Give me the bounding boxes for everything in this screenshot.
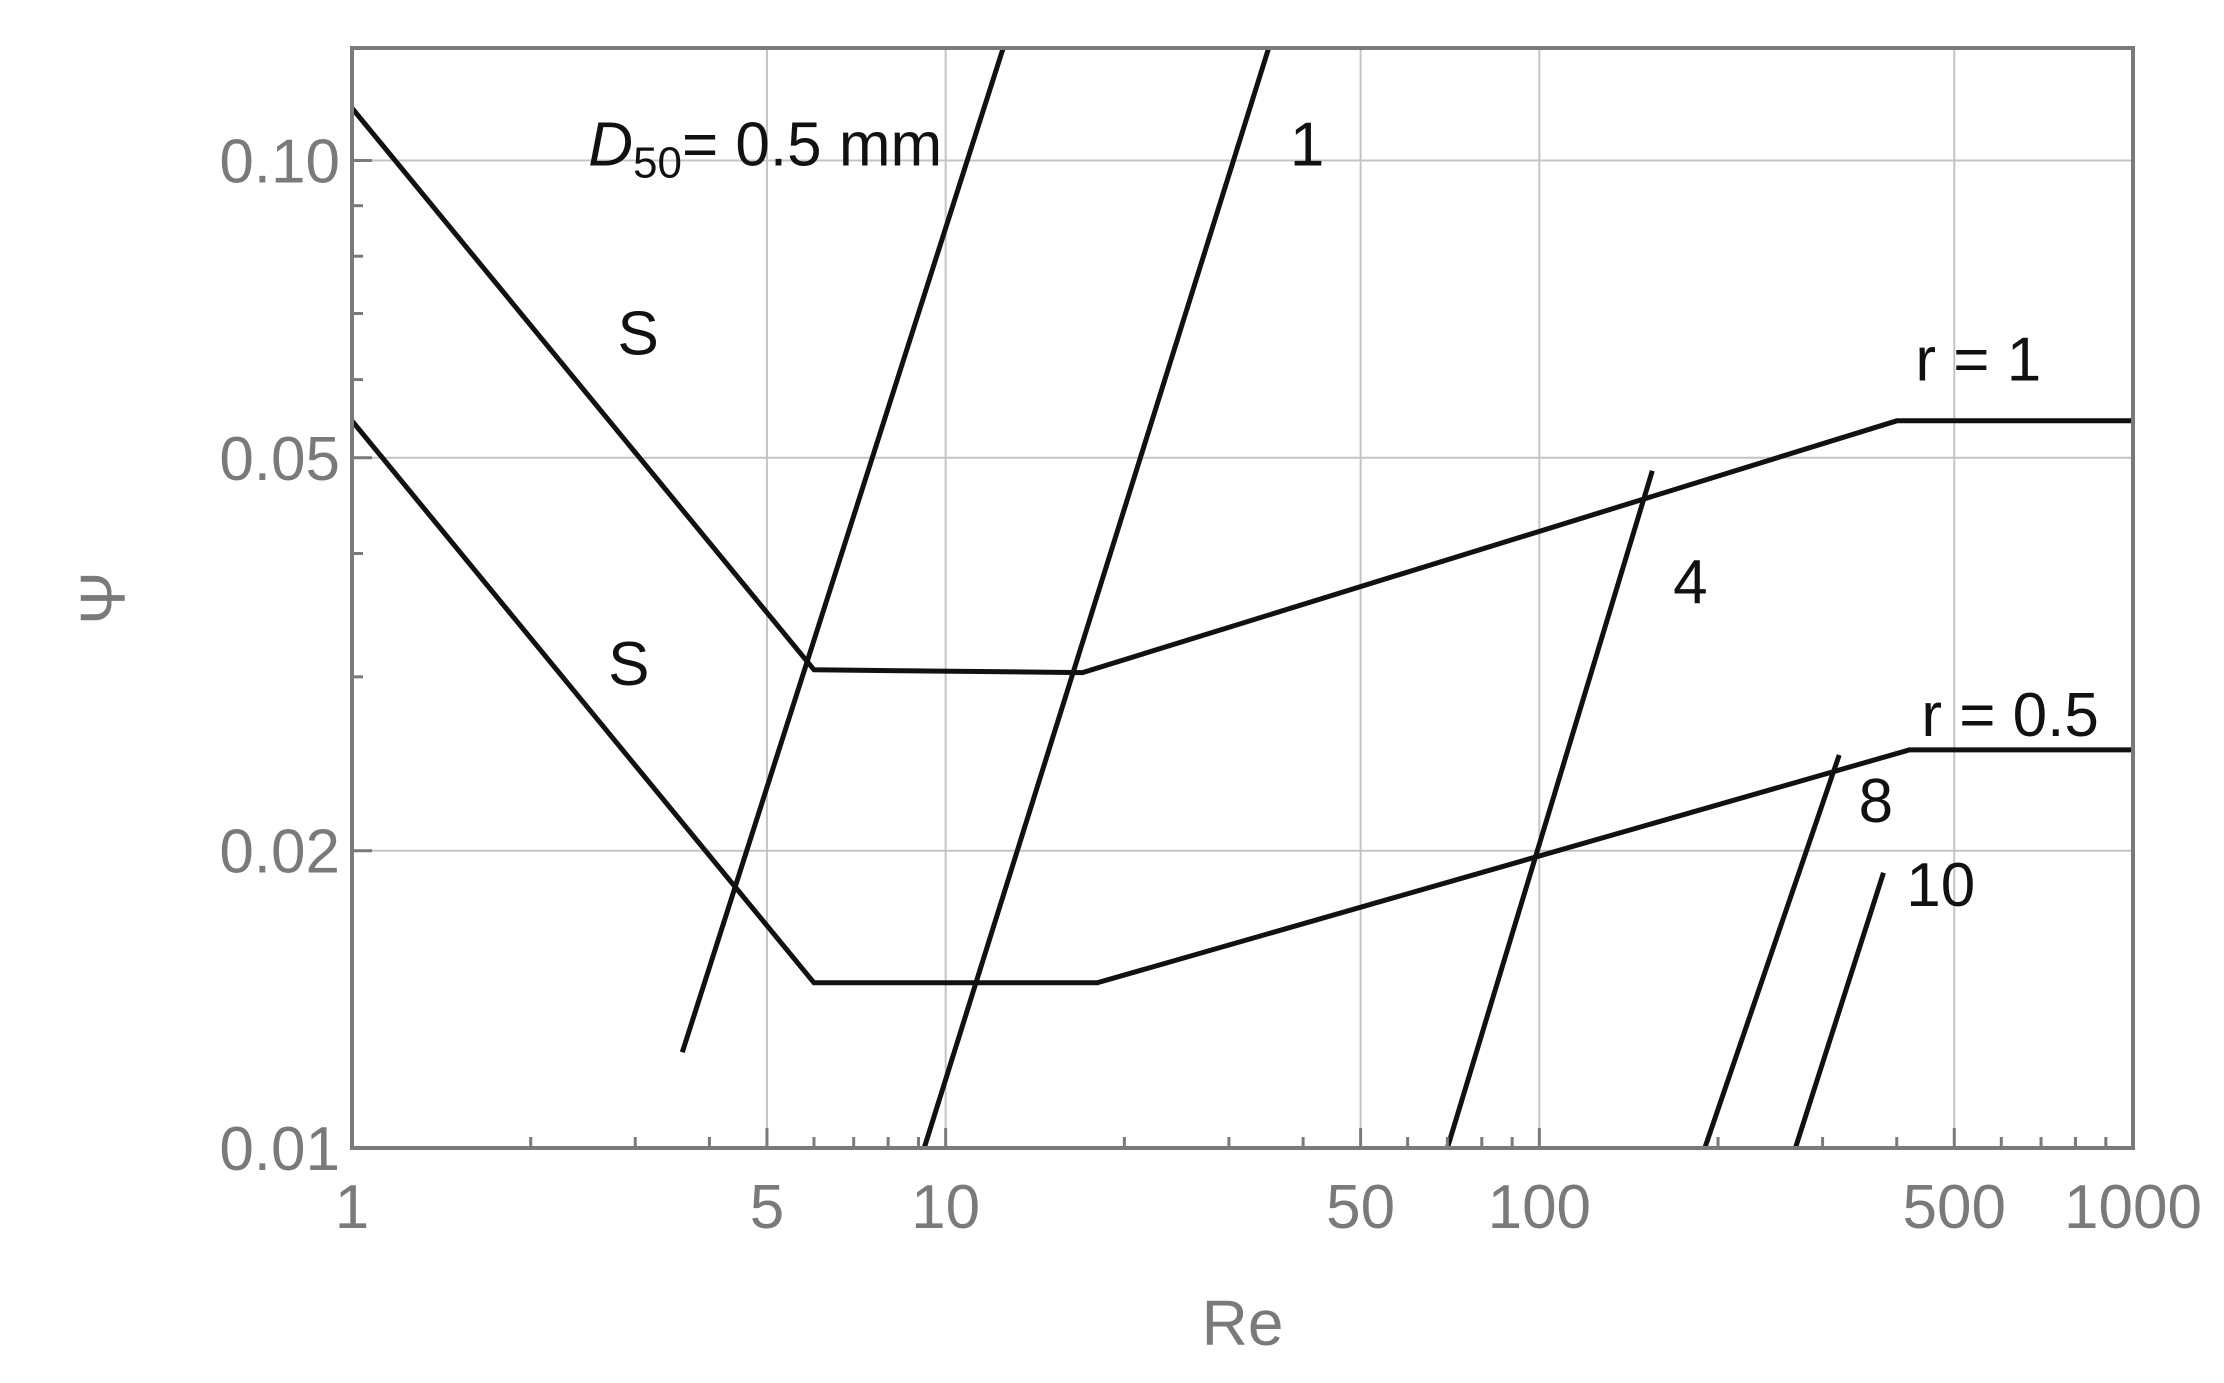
y-axis-label: Ψ (67, 571, 139, 624)
x-tick-label: 10 (911, 1173, 980, 1242)
d50-value: = 0.5 mm (682, 111, 942, 180)
x-tick-label: 50 (1326, 1173, 1395, 1242)
x-tick-label: 5 (750, 1173, 784, 1242)
annotations: D50= 0.5 mm S S 1 r = 1 4 r = 0.5 810 (588, 111, 2099, 920)
curve-annotation: r = 1 (1915, 326, 2041, 395)
d50-annotation: D50= 0.5 mm (588, 111, 942, 188)
x-tick-label: 500 (1903, 1173, 2006, 1242)
plot-frame (350, 46, 2135, 1150)
y-tick-label: 0.10 (219, 128, 340, 197)
curve-annotation: S (617, 299, 658, 368)
y-tick-label: 0.01 (219, 1115, 340, 1184)
curve-annotation: 4 (1673, 548, 1707, 617)
series-line (921, 47, 1272, 1149)
curve-annotation: 10 (1906, 851, 1975, 920)
x-tick-label: 1000 (2064, 1173, 2202, 1242)
series-line (350, 419, 2133, 986)
series-line (1702, 754, 1842, 1149)
d50-subscript: 50 (633, 139, 682, 188)
series-curves (350, 47, 2133, 1149)
series-line (1445, 470, 1655, 1149)
series-line (350, 106, 2133, 676)
series-line (1793, 871, 1886, 1149)
x-tick-label: 100 (1488, 1173, 1591, 1242)
x-axis-label: Re (1202, 1287, 1284, 1359)
tick-labels: 1 5 10 50 100 500 1000 0.01 0.02 0.05 0.10 (219, 128, 2202, 1242)
curve-annotation: 1 (1290, 111, 1324, 180)
curve-annotation: r = 0.5 (1921, 681, 2098, 750)
series-line (679, 47, 1006, 1054)
axis-ticks (350, 159, 2135, 1150)
curve-annotation: 8 (1859, 767, 1893, 836)
d50-symbol: D (588, 111, 633, 180)
curve-annotation: S (608, 630, 649, 699)
grid-lines (352, 48, 2133, 1148)
y-tick-label: 0.02 (219, 818, 340, 887)
y-tick-label: 0.05 (219, 425, 340, 494)
x-tick-label: 1 (335, 1173, 369, 1242)
